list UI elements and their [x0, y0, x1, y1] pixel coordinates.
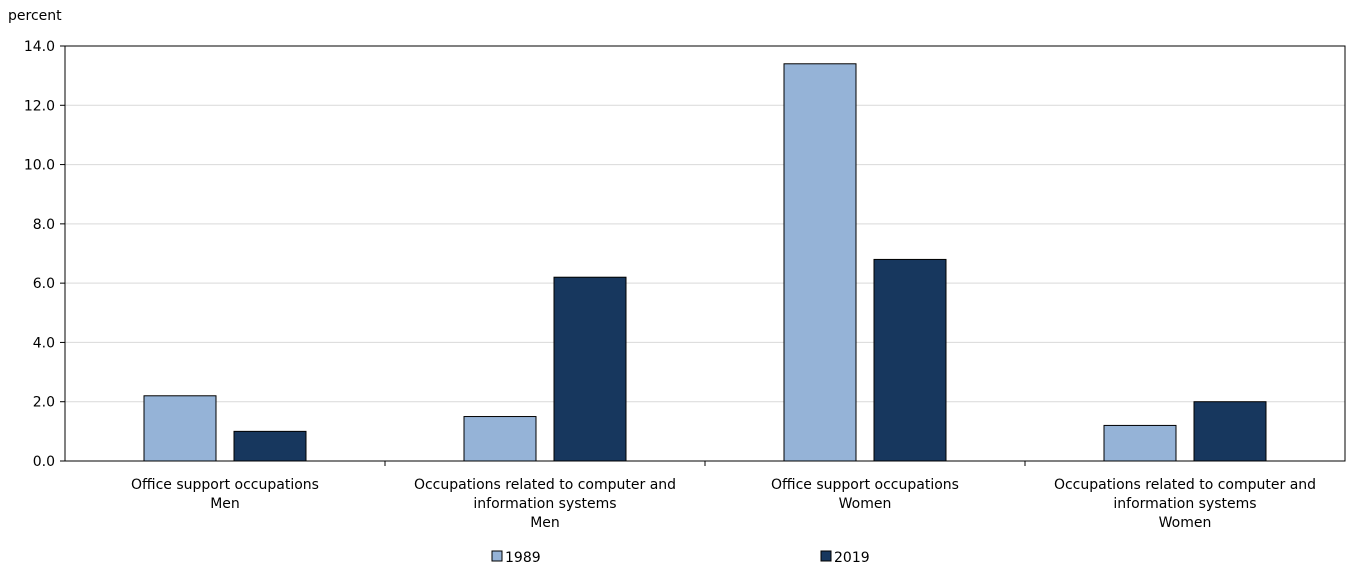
- bar-2019-0: [233, 430, 307, 462]
- x-category-label: Men: [530, 515, 560, 531]
- y-tick-label: 6.0: [33, 276, 55, 292]
- y-tick-label: 4.0: [33, 335, 55, 351]
- x-category-label: Office support occupations: [771, 477, 959, 493]
- bar-2019-3: [1193, 401, 1267, 462]
- y-tick-label: 10.0: [24, 158, 55, 174]
- bar-1989-1: [463, 416, 537, 462]
- bar-1989-3: [1103, 424, 1177, 462]
- x-category-label: Occupations related to computer and: [414, 477, 676, 493]
- x-category-label: Women: [839, 496, 892, 512]
- bars: [143, 63, 1267, 462]
- legend: 1989 2019: [491, 550, 870, 566]
- x-category-label: Men: [210, 496, 240, 512]
- y-tick-label: 14.0: [24, 39, 55, 55]
- axes: [60, 45, 1346, 466]
- y-tick-label: 0.0: [33, 454, 55, 470]
- x-category-label: Women: [1159, 515, 1212, 531]
- gridlines: [65, 104, 1345, 403]
- x-category-label: information systems: [473, 496, 616, 512]
- plot-frame: [64, 45, 1346, 462]
- y-tick-label: 8.0: [33, 217, 55, 233]
- y-axis-unit-label: percent: [8, 8, 62, 24]
- x-category-label: Office support occupations: [131, 477, 319, 493]
- x-category-label: information systems: [1113, 496, 1256, 512]
- legend-swatch-2019: [820, 550, 832, 562]
- legend-swatch-1989: [491, 550, 503, 562]
- y-tick-label: 12.0: [24, 98, 55, 114]
- x-category-label: Occupations related to computer and: [1054, 477, 1316, 493]
- legend-label-1989: 1989: [505, 550, 541, 566]
- labels: 0.0 2.0 4.0 6.0 8.0 10.0 12.0 14.0 Office suppor…: [24, 39, 1316, 531]
- bar-2019-2: [873, 258, 947, 462]
- y-tick-label: 2.0: [33, 395, 55, 411]
- legend-label-2019: 2019: [834, 550, 870, 566]
- bar-1989-0: [143, 395, 217, 462]
- bar-1989-2: [783, 63, 857, 462]
- bar-2019-1: [553, 276, 627, 462]
